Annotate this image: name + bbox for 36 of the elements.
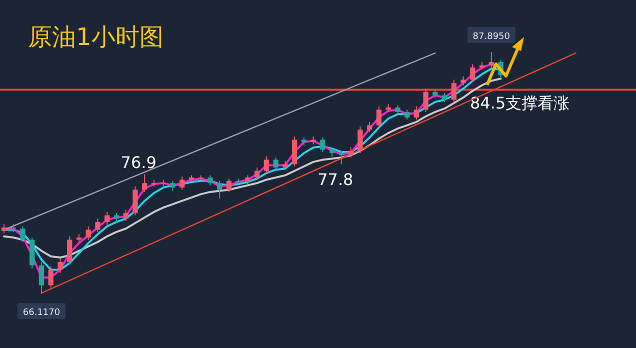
candlestick <box>180 176 185 190</box>
candlestick <box>470 64 476 82</box>
candlestick <box>320 137 326 152</box>
candlestick <box>226 178 232 192</box>
candlestick <box>208 174 213 186</box>
candlestick <box>338 150 344 165</box>
candlestick <box>132 186 138 216</box>
annotation: 66.1170 <box>22 308 60 318</box>
candlestick <box>348 147 354 158</box>
candlestick <box>170 180 176 192</box>
candlestick <box>38 261 44 294</box>
candlestick <box>414 106 419 120</box>
chart-title: 原油1小时图 <box>28 23 164 51</box>
candlestick <box>95 218 100 232</box>
candlestick <box>273 157 278 170</box>
candlestick <box>86 226 91 240</box>
candlestick <box>488 52 494 68</box>
candlestick <box>104 211 110 226</box>
candlestick <box>376 106 382 128</box>
annotation: 77.8 <box>318 170 354 190</box>
candlestick <box>67 236 72 265</box>
candlestick <box>358 126 363 154</box>
candlestick <box>58 258 63 274</box>
candlestick <box>48 266 54 288</box>
candlestick <box>404 109 410 120</box>
annotation: 87.8950 <box>472 32 510 42</box>
candlestick <box>451 79 456 102</box>
annotation: 76.9 <box>120 153 156 172</box>
candlestick <box>123 209 128 222</box>
candlestick <box>217 180 222 200</box>
candlestick <box>254 167 260 180</box>
ref-line-label: 84.5支撑看涨 <box>470 94 570 113</box>
candlestick <box>20 226 26 242</box>
candlestick <box>264 156 270 174</box>
candlestick <box>423 88 428 112</box>
candlestick <box>142 174 148 192</box>
